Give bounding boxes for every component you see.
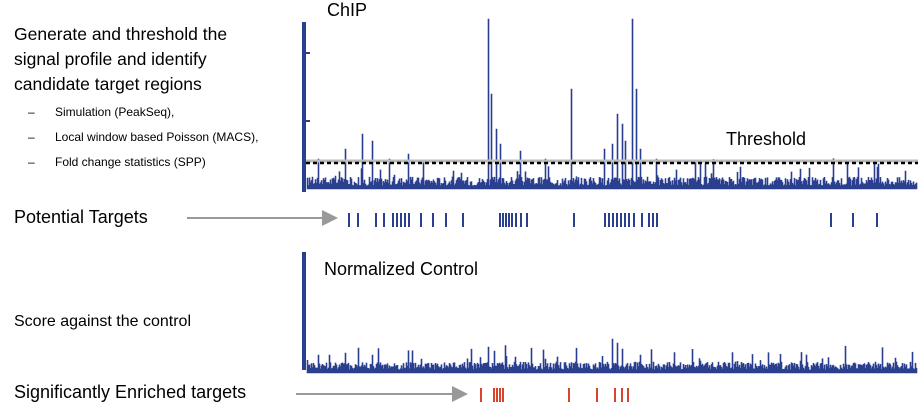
intro-text: Generate and threshold the signal profil… (14, 22, 227, 97)
potential-target-tick (508, 213, 510, 227)
potential-target-ticks (348, 213, 878, 227)
potential-target-tick (499, 213, 501, 227)
enriched-target-tick (480, 388, 482, 402)
potential-target-tick (573, 213, 575, 227)
enriched-targets-label: Significantly Enriched targets (14, 382, 247, 402)
potential-target-tick (604, 213, 606, 227)
control-signal-trace (306, 338, 918, 374)
control-signal-track (302, 252, 918, 374)
potential-target-tick (357, 213, 359, 227)
potential-target-tick (432, 213, 434, 227)
potential-target-tick (505, 213, 507, 227)
enriched-target-tick (627, 388, 629, 402)
potential-target-tick (348, 213, 350, 227)
potential-target-tick (511, 213, 513, 227)
enriched-target-tick (596, 388, 598, 402)
potential-target-tick (420, 213, 422, 227)
potential-target-tick (633, 213, 635, 227)
control-title: Normalized Control (324, 259, 479, 279)
potential-targets-label: Potential Targets (14, 207, 148, 227)
score-against-control-label: Score against the control (14, 313, 191, 330)
potential-target-tick (620, 213, 622, 227)
intro-line-1: Generate and threshold the (14, 24, 228, 44)
enriched-target-tick (496, 388, 498, 402)
potential-target-tick (608, 213, 610, 227)
potential-target-tick (375, 213, 377, 227)
potential-target-tick (502, 213, 504, 227)
control-y-axis (302, 252, 306, 370)
potential-target-tick (408, 213, 410, 227)
potential-target-tick (876, 213, 878, 227)
enriched-target-tick (499, 388, 501, 402)
method-item: Simulation (PeakSeq), (28, 100, 258, 125)
potential-target-tick (515, 213, 517, 227)
intro-line-2: signal profile and identify (14, 49, 207, 69)
potential-target-tick (652, 213, 654, 227)
method-list: Simulation (PeakSeq), Local window based… (28, 100, 258, 175)
potential-target-tick (404, 213, 406, 227)
potential-target-tick (462, 213, 464, 227)
potential-target-tick (641, 213, 643, 227)
enriched-target-tick (614, 388, 616, 402)
potential-target-tick (400, 213, 402, 227)
enriched-target-tick (568, 388, 570, 402)
enriched-target-tick (621, 388, 623, 402)
chip-axis-tick (306, 120, 310, 122)
potential-target-tick (628, 213, 630, 227)
potential-target-tick (624, 213, 626, 227)
potential-target-tick (520, 213, 522, 227)
method-item: Fold change statistics (SPP) (28, 150, 258, 175)
intro-line-3: candidate target regions (14, 74, 202, 94)
enriched-target-ticks (480, 388, 629, 402)
potential-target-tick (396, 213, 398, 227)
chip-signal-track (302, 18, 918, 192)
chip-axis-tick (306, 52, 310, 54)
potential-target-tick (830, 213, 832, 227)
potential-target-tick (648, 213, 650, 227)
potential-target-tick (526, 213, 528, 227)
potential-target-tick (656, 213, 658, 227)
chip-y-axis (302, 22, 306, 192)
potential-target-tick (392, 213, 394, 227)
potential-target-tick (616, 213, 618, 227)
chip-title: ChIP (327, 0, 368, 20)
potential-target-tick (445, 213, 447, 227)
method-item: Local window based Poisson (MACS), (28, 125, 258, 150)
potential-target-tick (383, 213, 385, 227)
enriched-target-tick (493, 388, 495, 402)
potential-target-tick (612, 213, 614, 227)
enriched-target-tick (502, 388, 504, 402)
threshold-label: Threshold (726, 129, 807, 149)
potential-target-tick (852, 213, 854, 227)
